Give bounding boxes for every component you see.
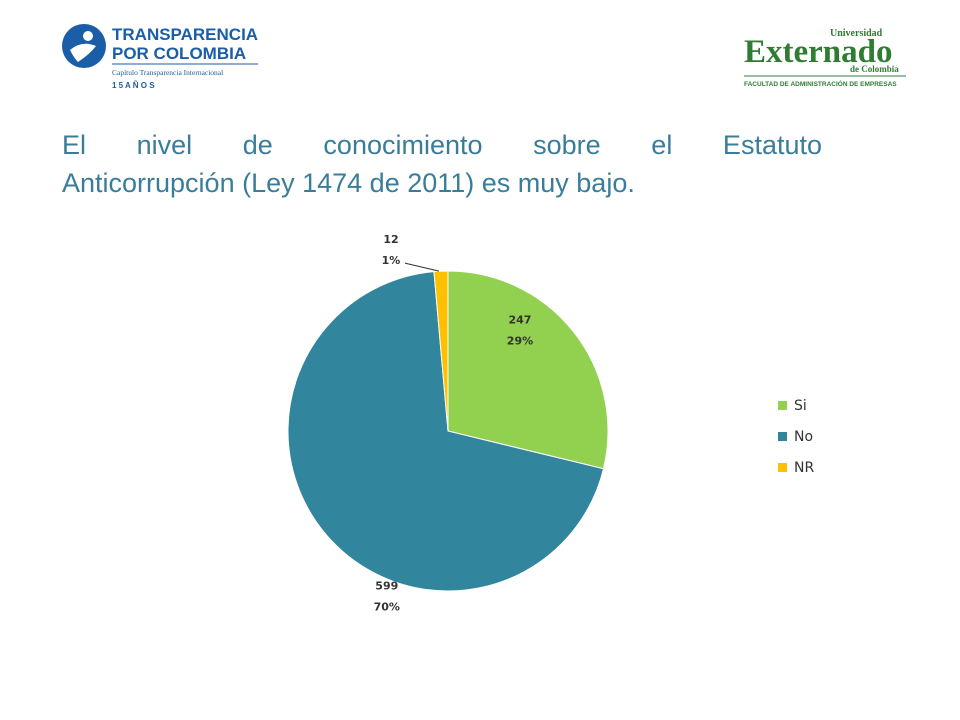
data-label-value-no: 599	[375, 580, 398, 593]
logo-left-line3: Capítulo Transparencia Internacional	[112, 68, 223, 77]
logo-right-line2: Externado	[744, 34, 893, 70]
logo-right-line3: de Colombia	[850, 64, 899, 74]
transparencia-por-colombia-logo: TRANSPARENCIA POR COLOMBIA Capítulo Tran…	[60, 18, 260, 92]
logo-left-line2: POR COLOMBIA	[112, 44, 246, 63]
legend-item-nr: NR	[778, 452, 814, 483]
legend-swatch-si	[778, 401, 787, 410]
logo-right-line4: FACULTAD DE ADMINISTRACIÓN DE EMPRESAS	[744, 79, 897, 88]
legend-swatch-no	[778, 432, 787, 441]
legend-label-no: No	[794, 428, 814, 445]
data-label-percent-si: 29%	[507, 335, 533, 348]
externado-logo: Universidad Externado de Colombia FACULT…	[740, 20, 910, 92]
slide-title-line-2: Anticorrupción (Ley 1474 de 2011) es muy…	[62, 168, 635, 198]
legend-item-si: Si	[778, 390, 814, 421]
data-label-value-si: 247	[508, 314, 531, 327]
legend-label-nr: NR	[794, 459, 815, 476]
data-label-value-nr: 12	[383, 233, 398, 246]
logo-left-line1: TRANSPARENCIA	[112, 25, 258, 44]
legend-label-si: Si	[794, 397, 807, 414]
legend-swatch-nr	[778, 463, 787, 472]
chart-legend: Si No NR	[778, 390, 814, 483]
pie-slice-si	[447, 270, 609, 470]
data-label-percent-no: 70%	[374, 601, 400, 614]
logo-left-line4: 1 5 A Ñ O S	[112, 81, 155, 90]
legend-item-no: No	[778, 421, 814, 452]
slide-title: El nivel de conocimiento sobre el Estatu…	[62, 126, 822, 202]
logo-right-line1: Universidad	[830, 28, 883, 39]
pie-slice-nr	[433, 270, 449, 432]
leader-line-nr	[404, 262, 440, 272]
pie-slice-no	[287, 271, 605, 592]
slide-title-line-1: El nivel de conocimiento sobre el Estatu…	[62, 130, 822, 160]
data-label-percent-nr: 1%	[382, 254, 401, 267]
